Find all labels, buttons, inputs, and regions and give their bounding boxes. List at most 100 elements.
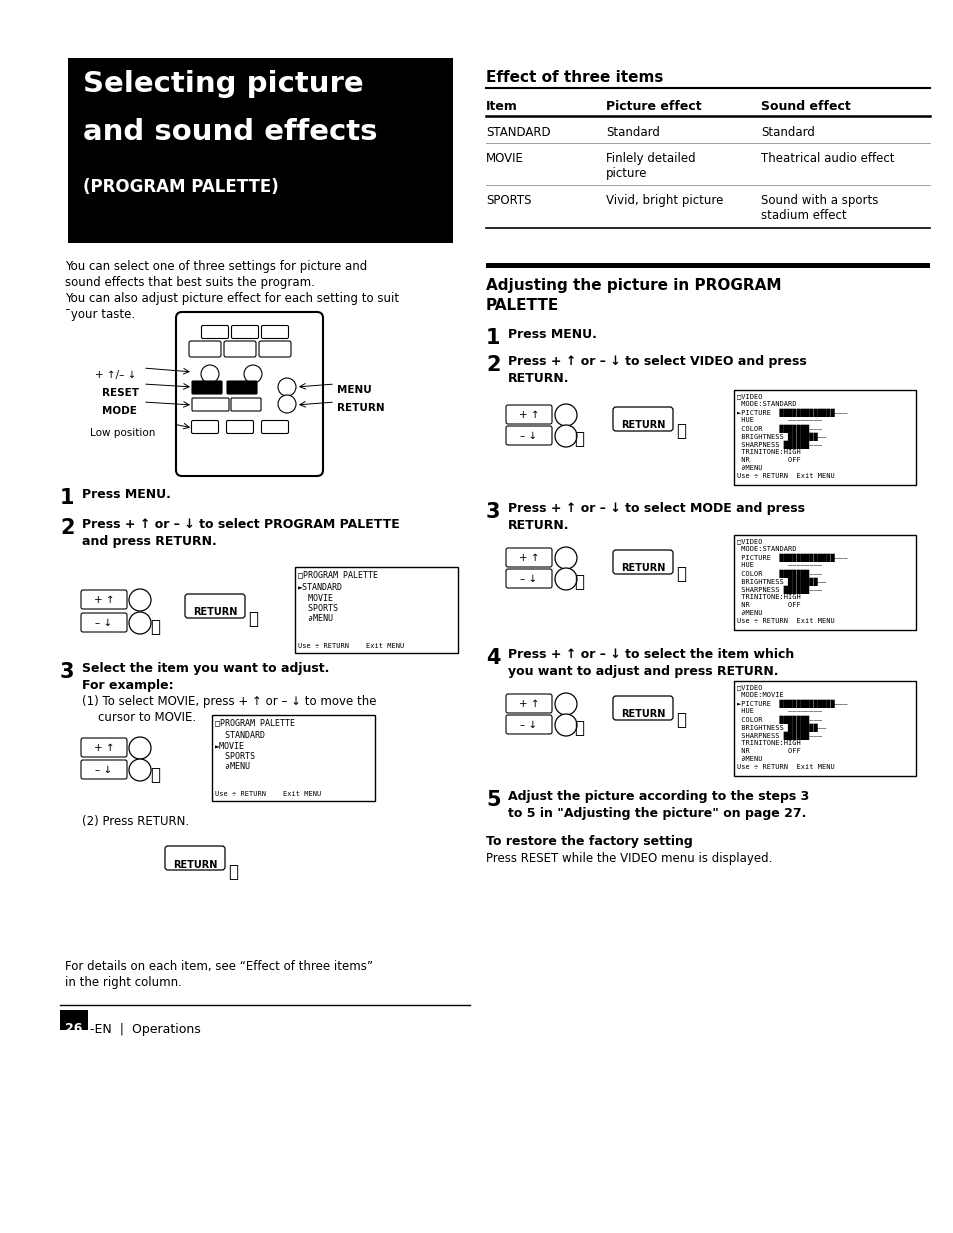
Text: Vivid, bright picture: Vivid, bright picture (605, 194, 722, 207)
Text: 1: 1 (60, 488, 74, 508)
Text: MODE:STANDARD: MODE:STANDARD (737, 401, 796, 407)
Text: For details on each item, see “Effect of three items”: For details on each item, see “Effect of… (65, 961, 373, 973)
Text: Press RESET while the VIDEO menu is displayed.: Press RESET while the VIDEO menu is disp… (485, 852, 772, 866)
Text: Use ÷ RETURN  Exit MENU: Use ÷ RETURN Exit MENU (737, 473, 834, 478)
Text: Standard: Standard (760, 126, 814, 139)
Text: 3: 3 (60, 662, 74, 682)
FancyBboxPatch shape (613, 407, 672, 432)
Bar (212, 715, 375, 801)
Text: 🤚: 🤚 (574, 719, 583, 737)
Text: – ↓: – ↓ (95, 764, 112, 776)
FancyBboxPatch shape (505, 568, 552, 588)
Circle shape (555, 547, 577, 568)
Text: Item: Item (485, 100, 517, 113)
Text: STANDARD: STANDARD (214, 731, 265, 740)
Text: ∂MENU: ∂MENU (737, 610, 761, 616)
Text: TRINITONE:HIGH: TRINITONE:HIGH (737, 594, 800, 600)
FancyBboxPatch shape (227, 381, 256, 395)
FancyBboxPatch shape (261, 420, 288, 434)
Text: 🤚: 🤚 (574, 430, 583, 448)
Bar (485, 263, 929, 268)
Circle shape (555, 693, 577, 715)
FancyBboxPatch shape (261, 326, 288, 339)
Text: + ↑: + ↑ (93, 743, 114, 753)
Text: Press + ↑ or – ↓ to select MODE and press: Press + ↑ or – ↓ to select MODE and pres… (507, 502, 804, 515)
Text: SHARPNESS ██████———: SHARPNESS ██████——— (737, 586, 821, 594)
Text: Effect of three items: Effect of three items (485, 70, 662, 85)
Text: PALETTE: PALETTE (485, 298, 558, 313)
Text: in the right column.: in the right column. (65, 977, 182, 989)
Text: Press + ↑ or – ↓ to select the item which: Press + ↑ or – ↓ to select the item whic… (507, 649, 794, 661)
Text: □PROGRAM PALETTE: □PROGRAM PALETTE (297, 570, 377, 580)
Text: – ↓: – ↓ (519, 575, 537, 584)
Text: picture: picture (605, 166, 647, 180)
FancyBboxPatch shape (81, 591, 127, 609)
Text: COLOR    ███████———: COLOR ███████——— (737, 425, 821, 433)
Text: Use ÷ RETURN  Exit MENU: Use ÷ RETURN Exit MENU (737, 618, 834, 624)
Text: ►MOVIE: ►MOVIE (214, 742, 245, 751)
Text: (PROGRAM PALETTE): (PROGRAM PALETTE) (83, 178, 278, 196)
Bar (733, 681, 915, 776)
Circle shape (129, 589, 151, 612)
FancyBboxPatch shape (613, 550, 672, 575)
FancyBboxPatch shape (505, 404, 552, 424)
Text: 🤚: 🤚 (248, 610, 257, 628)
FancyBboxPatch shape (175, 312, 323, 476)
Circle shape (129, 737, 151, 760)
Circle shape (555, 404, 577, 425)
Text: sound effects that best suits the program.: sound effects that best suits the progra… (65, 276, 314, 289)
Text: Finlely detailed: Finlely detailed (605, 152, 695, 165)
Text: stadium effect: stadium effect (760, 210, 845, 222)
FancyBboxPatch shape (201, 326, 229, 339)
Text: To restore the factory setting: To restore the factory setting (485, 835, 692, 848)
Text: Use ÷ RETURN    Exit MENU: Use ÷ RETURN Exit MENU (297, 642, 404, 649)
Text: Use ÷ RETURN  Exit MENU: Use ÷ RETURN Exit MENU (737, 764, 834, 769)
Circle shape (555, 568, 577, 591)
Text: For example:: For example: (82, 679, 173, 692)
Text: 26: 26 (65, 1022, 83, 1034)
Text: and sound effects: and sound effects (83, 118, 377, 145)
Text: 🤚: 🤚 (228, 863, 237, 882)
FancyBboxPatch shape (224, 342, 255, 358)
Text: ∂MENU: ∂MENU (297, 614, 333, 623)
FancyBboxPatch shape (165, 846, 225, 870)
Text: 2: 2 (485, 355, 500, 375)
Text: MOVIE: MOVIE (485, 152, 523, 165)
Text: RETURN: RETURN (620, 709, 664, 719)
Text: ►PICTURE  █████████████———: ►PICTURE █████████████——— (737, 409, 846, 417)
FancyBboxPatch shape (232, 326, 258, 339)
Text: – ↓: – ↓ (95, 618, 112, 628)
Text: COLOR    ███████———: COLOR ███████——— (737, 570, 821, 578)
Text: SPORTS: SPORTS (485, 194, 531, 207)
Text: Select the item you want to adjust.: Select the item you want to adjust. (82, 662, 329, 674)
Text: 5: 5 (485, 790, 500, 810)
Text: + ↑: + ↑ (93, 596, 114, 605)
Text: RETURN.: RETURN. (507, 519, 569, 531)
FancyBboxPatch shape (231, 398, 261, 411)
Text: -EN  |  Operations: -EN | Operations (90, 1023, 200, 1036)
Text: Press + ↑ or – ↓ to select VIDEO and press: Press + ↑ or – ↓ to select VIDEO and pre… (507, 355, 806, 367)
Text: BRIGHTNESS ███████——: BRIGHTNESS ███████—— (737, 433, 825, 441)
Text: 4: 4 (485, 649, 500, 668)
Text: MODE: MODE (102, 406, 136, 416)
Text: 🤚: 🤚 (574, 573, 583, 591)
Text: SHARPNESS ██████———: SHARPNESS ██████——— (737, 441, 821, 449)
Circle shape (129, 612, 151, 634)
Text: □VIDEO: □VIDEO (737, 538, 761, 544)
Text: 3: 3 (485, 502, 500, 522)
Text: Press MENU.: Press MENU. (507, 328, 597, 342)
Text: you want to adjust and press RETURN.: you want to adjust and press RETURN. (507, 665, 778, 678)
Text: 2: 2 (60, 518, 74, 538)
Circle shape (555, 425, 577, 448)
FancyBboxPatch shape (505, 547, 552, 567)
Text: – ↓: – ↓ (519, 432, 537, 441)
Text: Picture effect: Picture effect (605, 100, 700, 113)
FancyBboxPatch shape (505, 715, 552, 734)
Text: NR         OFF: NR OFF (737, 748, 800, 755)
Text: HUE        ————————: HUE ———————— (737, 417, 821, 423)
Text: TRINITONE:HIGH: TRINITONE:HIGH (737, 449, 800, 455)
Circle shape (277, 395, 295, 413)
Bar (294, 567, 457, 653)
Text: HUE        ————————: HUE ———————— (737, 562, 821, 568)
Circle shape (555, 714, 577, 736)
